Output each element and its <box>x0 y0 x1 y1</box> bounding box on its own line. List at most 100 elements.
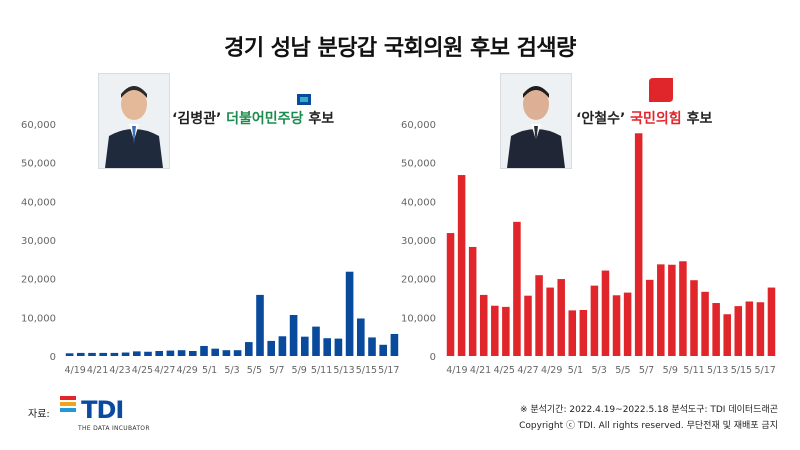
bar-chart2 <box>745 301 754 356</box>
x-tick-label-2: 4/27 <box>517 365 538 376</box>
bar-chart1 <box>300 336 309 356</box>
party-name-1: 더불어민주당 <box>226 111 304 127</box>
bar-chart1 <box>211 348 220 356</box>
party-logo-red-icon <box>649 78 673 102</box>
x-tick-label-2: 5/9 <box>663 365 678 376</box>
x-tick-label-1: 5/3 <box>224 365 239 376</box>
bar-chart2 <box>612 295 621 356</box>
bar-chart1 <box>267 340 276 356</box>
bar-chart2 <box>446 233 455 356</box>
y-tick-label-1: 0 <box>50 352 56 363</box>
x-tick-label-2: 4/29 <box>541 365 562 376</box>
x-tick-label-1: 4/21 <box>87 365 108 376</box>
candidate-photo-2 <box>500 73 572 169</box>
x-tick-label-1: 5/13 <box>333 365 354 376</box>
bar-chart1 <box>110 352 119 356</box>
x-tick-label-2: 4/19 <box>446 365 467 376</box>
x-tick-label-2: 5/1 <box>568 365 583 376</box>
bar-chart2 <box>657 264 665 356</box>
y-tick-label-1: 60,000 <box>21 120 56 131</box>
y-tick-label-1: 40,000 <box>21 197 56 208</box>
candidate-name-2: ‘안철수’ <box>576 111 626 127</box>
y-tick-label-2: 40,000 <box>401 197 436 208</box>
chart-title: 경기 성남 분당갑 국회의원 후보 검색량 <box>224 36 576 61</box>
party-logo-blue-icon <box>297 94 311 105</box>
bar-chart2 <box>524 295 532 356</box>
bar-chart1 <box>233 350 242 356</box>
x-tick-label-2: 4/21 <box>470 365 491 376</box>
bar-chart2 <box>457 175 466 356</box>
x-tick-label-1: 5/1 <box>202 365 217 376</box>
y-tick-label-2: 60,000 <box>401 120 436 131</box>
tdi-logo: TDI <box>60 396 124 424</box>
bar-chart1 <box>312 326 320 356</box>
bar-chart2 <box>535 275 543 356</box>
bar-chart1 <box>200 345 208 356</box>
x-tick-label-2: 5/13 <box>707 365 728 376</box>
bar-chart2 <box>579 309 588 356</box>
y-tick-label-2: 20,000 <box>401 275 436 286</box>
candidate-name-1: ‘김병관’ <box>172 111 222 127</box>
tdi-logo-text: TDI <box>81 396 124 424</box>
bar-chart2 <box>679 261 687 356</box>
bar-chart2 <box>491 305 499 356</box>
bar-chart1 <box>323 338 332 356</box>
candidate-label-1: ‘김병관’ 더불어민주당 후보 <box>172 108 334 128</box>
x-tick-label-2: 5/15 <box>731 365 752 376</box>
bar-chart1 <box>345 271 354 356</box>
bar-chart1 <box>289 315 298 356</box>
y-tick-label-2: 10,000 <box>401 313 436 324</box>
y-tick-label-1: 50,000 <box>21 159 56 170</box>
bar-chart1 <box>368 337 376 356</box>
bar-chart2 <box>601 270 610 356</box>
x-tick-label-1: 4/19 <box>65 365 86 376</box>
bar-chart1 <box>65 353 74 356</box>
y-tick-label-2: 50,000 <box>401 159 436 170</box>
x-tick-label-2: 5/3 <box>591 365 606 376</box>
analysis-note: ※ 분석기간: 2022.4.19~2022.5.18 분석도구: TDI 데이… <box>519 405 778 415</box>
x-tick-label-1: 4/27 <box>154 365 175 376</box>
x-tick-label-1: 5/7 <box>269 365 284 376</box>
x-tick-label-1: 5/11 <box>311 365 332 376</box>
x-tick-label-1: 4/25 <box>132 365 153 376</box>
bar-chart2 <box>590 285 599 356</box>
bar-chart1 <box>177 350 186 356</box>
bar-chart1 <box>144 351 152 356</box>
candidate-suffix-1: 후보 <box>308 111 335 127</box>
bar-chart2 <box>502 306 510 356</box>
x-tick-label-1: 5/15 <box>356 365 377 376</box>
bar-chart1 <box>166 350 175 356</box>
bar-chart1 <box>256 294 264 356</box>
x-tick-label-1: 4/23 <box>109 365 130 376</box>
bar-chart2 <box>513 221 521 356</box>
y-tick-label-2: 30,000 <box>401 236 436 247</box>
tdi-logo-subtitle: THE DATA INCUBATOR <box>78 425 150 432</box>
source-label: 자료: <box>28 409 50 420</box>
bar-chart2 <box>468 246 477 356</box>
x-tick-label-2: 5/11 <box>683 365 704 376</box>
bar-chart2 <box>756 302 765 356</box>
x-tick-label-1: 5/9 <box>292 365 307 376</box>
bar-chart2 <box>634 133 643 356</box>
x-tick-label-1: 5/17 <box>378 365 399 376</box>
bar-chart2 <box>690 280 698 356</box>
x-tick-label-2: 5/7 <box>639 365 654 376</box>
bar-chart1 <box>390 333 399 356</box>
candidate-photo-1 <box>98 73 170 169</box>
x-tick-label-1: 5/5 <box>247 365 262 376</box>
y-tick-label-2: 0 <box>430 352 436 363</box>
bar-chart1 <box>99 352 108 356</box>
bar-chart2 <box>479 294 488 356</box>
y-tick-label-1: 10,000 <box>21 313 56 324</box>
candidate-suffix-2: 후보 <box>686 111 713 127</box>
bar-chart2 <box>734 306 743 356</box>
candidate-label-2: ‘안철수’ 국민의힘 후보 <box>576 108 712 128</box>
bar-chart2 <box>767 287 776 356</box>
bar-chart2 <box>623 292 632 356</box>
tdi-logo-mark-icon <box>60 396 76 412</box>
bar-chart1 <box>244 342 253 356</box>
bar-chart1 <box>379 344 388 356</box>
bar-chart2 <box>645 279 654 356</box>
bar-chart2 <box>712 303 720 356</box>
bar-chart2 <box>568 310 577 356</box>
